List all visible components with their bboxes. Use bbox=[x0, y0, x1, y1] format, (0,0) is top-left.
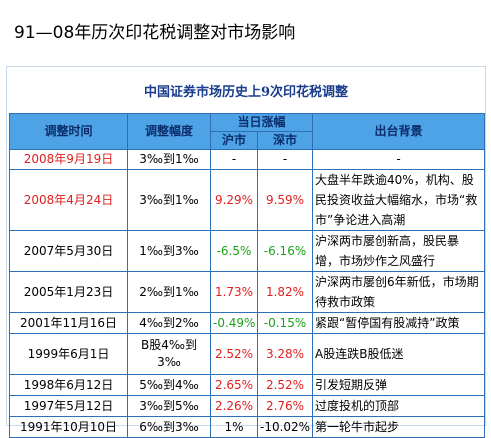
sz-cell: - bbox=[256, 149, 314, 170]
date-cell: 1998年6月12日 bbox=[9, 374, 128, 396]
sh-cell: 2.65% bbox=[210, 374, 258, 396]
sz-cell: -10.02% bbox=[256, 416, 314, 438]
sz-cell: -6.16% bbox=[256, 230, 314, 272]
background-cell: A股连跌B股低迷 bbox=[312, 333, 486, 375]
header-sh: 沪市 bbox=[210, 131, 258, 150]
sh-cell: 2.26% bbox=[210, 395, 258, 417]
adjust-cell: 6‰到3‰ bbox=[127, 416, 211, 438]
date-cell: 1999年6月1日 bbox=[9, 333, 128, 375]
table-row: 1999年6月1日 B股4‰到3‰ 2.52% 3.28% A股连跌B股低迷 bbox=[9, 333, 486, 375]
sh-cell: 1% bbox=[210, 416, 258, 438]
sh-cell: -6.5% bbox=[210, 230, 258, 272]
background-cell: 紧跟“暂停国有股减持”政策 bbox=[312, 312, 486, 334]
header-background: 出台背景 bbox=[312, 113, 486, 150]
sz-cell: 2.52% bbox=[256, 374, 314, 396]
background-cell: 大盘半年跌逾40%，机构、股民投资收益大幅缩水，市场“救市”争论进入高潮 bbox=[312, 169, 486, 231]
background-cell: 沪深两市屡创新高，股民暴增，市场炒作之风盛行 bbox=[312, 230, 486, 272]
sz-cell: 3.28% bbox=[256, 333, 314, 375]
header-change: 当日涨幅 bbox=[209, 113, 314, 132]
sz-cell: 1.82% bbox=[256, 271, 314, 313]
date-cell: 1991年10月10日 bbox=[9, 416, 128, 438]
sh-cell: - bbox=[210, 149, 258, 170]
table-row: 1991年10月10日 6‰到3‰ 1% -10.02% 第一轮牛市起步 bbox=[9, 416, 486, 438]
sz-cell: 9.59% bbox=[256, 169, 314, 231]
header-adjust: 调整幅度 bbox=[127, 113, 211, 150]
sh-cell: -0.49% bbox=[210, 312, 258, 334]
header-sz: 深市 bbox=[256, 131, 314, 150]
date-cell: 2008年4月24日 bbox=[9, 169, 128, 231]
sh-cell: 1.73% bbox=[210, 271, 258, 313]
sz-cell: -0.15% bbox=[256, 312, 314, 334]
table-row: 1998年6月12日 5‰到4‰ 2.65% 2.52% 引发短期反弹 bbox=[9, 374, 486, 396]
table-row: 2005年1月23日 2‰到1‰ 1.73% 1.82% 沪深两市屡创6年新低，市场期待… bbox=[9, 271, 486, 313]
adjust-cell: 3‰到5‰ bbox=[127, 395, 211, 417]
table-row: 1997年5月12日 3‰到5‰ 2.26% 2.76% 过度投机的顶部 bbox=[9, 395, 486, 417]
adjust-cell: 4‰到2‰ bbox=[127, 312, 211, 334]
adjust-cell: 3‰到1‰ bbox=[127, 149, 211, 170]
background-cell: 引发短期反弹 bbox=[312, 374, 486, 396]
adjust-cell: 3‰到1‰ bbox=[127, 169, 211, 231]
table-row: 2008年4月24日 3‰到1‰ 9.29% 9.59% 大盘半年跌逾40%，机构、股民… bbox=[9, 169, 486, 231]
adjust-cell: 2‰到1‰ bbox=[127, 271, 211, 313]
background-cell: - bbox=[312, 149, 486, 170]
background-cell: 沪深两市屡创6年新低，市场期待救市政策 bbox=[312, 271, 486, 313]
adjust-cell: 5‰到4‰ bbox=[127, 374, 211, 396]
sz-cell: 2.76% bbox=[256, 395, 314, 417]
table-row: 2007年5月30日 1‰到3‰ -6.5% -6.16% 沪深两市屡创新高，股民暴增，… bbox=[9, 230, 486, 272]
adjust-cell: 1‰到3‰ bbox=[127, 230, 211, 272]
date-cell: 2008年9月19日 bbox=[9, 149, 128, 170]
header-date: 调整时间 bbox=[9, 113, 128, 150]
adjust-cell: B股4‰到3‰ bbox=[127, 333, 211, 375]
sh-cell: 2.52% bbox=[210, 333, 258, 375]
table-caption: 中国证券市场历史上9次印花税调整 bbox=[143, 85, 349, 100]
background-cell: 过度投机的顶部 bbox=[312, 395, 486, 417]
page-title: 91—08年历次印花税调整对市场影响 bbox=[14, 23, 296, 43]
sh-cell: 9.29% bbox=[210, 169, 258, 231]
tax-table: 调整时间 调整幅度 当日涨幅 出台背景 沪市 深市 2008年9月19日 3‰到1… bbox=[9, 113, 486, 438]
table-row: 2001年11月16日 4‰到2‰ -0.49% -0.15% 紧跟“暂停国有股减持”政… bbox=[9, 312, 486, 334]
table-row: 2008年9月19日 3‰到1‰ - - - bbox=[9, 149, 486, 170]
date-cell: 1997年5月12日 bbox=[9, 395, 128, 417]
table-frame: 中国证券市场历史上9次印花税调整 调整时间 调整幅度 当日涨幅 出台背景 沪市 … bbox=[6, 66, 486, 438]
background-cell: 第一轮牛市起步 bbox=[312, 416, 486, 438]
date-cell: 2001年11月16日 bbox=[9, 312, 128, 334]
date-cell: 2007年5月30日 bbox=[9, 230, 128, 272]
date-cell: 2005年1月23日 bbox=[9, 271, 128, 313]
